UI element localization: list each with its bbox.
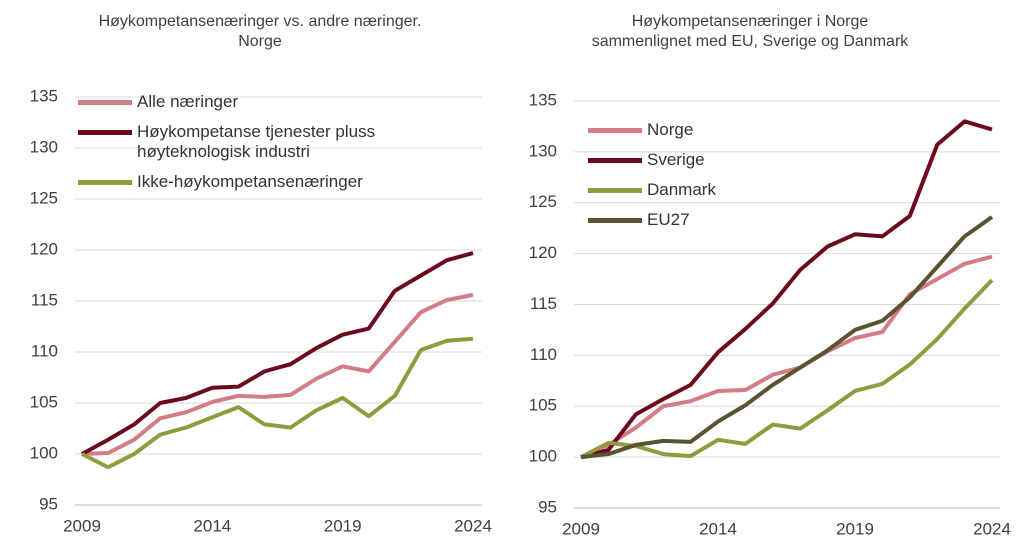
- legend-item: Sverige: [588, 150, 716, 170]
- legend-swatch: [588, 158, 642, 163]
- legend-swatch: [588, 218, 642, 223]
- y-tick-label: 115: [31, 290, 58, 309]
- y-tick-label: 135: [30, 86, 58, 105]
- legend-label: Norge: [647, 120, 694, 139]
- legend-swatch: [78, 100, 132, 105]
- legend-item: Høykompetanse tjenester pluss høyteknolo…: [78, 122, 378, 162]
- y-tick-label: 110: [530, 345, 557, 364]
- series-line: [580, 215, 994, 460]
- legend-label: EU27: [647, 210, 690, 229]
- series-line: [580, 119, 993, 460]
- y-tick-label: 120: [30, 239, 58, 258]
- y-tick-label: 135: [529, 90, 557, 109]
- y-tick-label: 110: [31, 341, 58, 360]
- legend-swatch: [588, 128, 642, 133]
- legend-label: Alle næringer: [137, 92, 239, 111]
- series-line: [81, 292, 474, 456]
- x-tick-label: 2024: [454, 516, 492, 535]
- legend-label: Ikke-høykompetansenæringer: [137, 172, 363, 191]
- y-tick-label: 125: [30, 188, 58, 207]
- chart-title: Høykompetansenæringer i Norge sammenlign…: [591, 13, 909, 50]
- x-tick-label: 2019: [836, 519, 874, 537]
- legend-swatch: [78, 130, 132, 135]
- y-tick-label: 95: [538, 497, 557, 516]
- series-line: [81, 336, 474, 470]
- x-tick-label: 2019: [324, 516, 362, 535]
- y-tick-label: 100: [529, 447, 557, 466]
- y-tick-label: 100: [30, 443, 58, 462]
- legend-item: EU27: [588, 210, 716, 230]
- y-tick-label: 115: [530, 294, 557, 313]
- legend-item: Norge: [588, 120, 716, 140]
- y-tick-label: 105: [30, 392, 58, 411]
- x-tick-label: 2014: [699, 519, 737, 537]
- legend-label: Danmark: [647, 180, 716, 199]
- y-tick-label: 105: [529, 396, 557, 415]
- legend-item: Danmark: [588, 180, 716, 200]
- legend-swatch: [78, 180, 132, 185]
- legend-label: Høykompetanse tjenester pluss høyteknolo…: [137, 122, 376, 161]
- series-line: [580, 278, 994, 459]
- y-tick-label: 120: [529, 243, 557, 262]
- legend-item: Ikke-høykompetansenæringer: [78, 172, 378, 192]
- series-line: [580, 254, 993, 459]
- y-tick-label: 125: [529, 192, 557, 211]
- x-tick-label: 2014: [193, 516, 231, 535]
- legend-label: Sverige: [647, 150, 705, 169]
- y-tick-label: 130: [529, 141, 557, 160]
- y-tick-label: 95: [39, 494, 58, 513]
- series-line: [81, 251, 474, 456]
- x-tick-label: 2009: [562, 519, 600, 537]
- chart-title: Høykompetansenæringer vs. andre næringer…: [98, 13, 422, 50]
- legend: Alle næringer Høykompetanse tjenester plu…: [78, 92, 378, 192]
- legend-item: Alle næringer: [78, 92, 378, 112]
- x-tick-label: 2009: [63, 516, 101, 535]
- x-tick-label: 2024: [973, 519, 1011, 537]
- legend-swatch: [588, 188, 642, 193]
- y-tick-label: 130: [30, 137, 58, 156]
- legend: Norge Sverige Danmark EU27: [588, 120, 716, 230]
